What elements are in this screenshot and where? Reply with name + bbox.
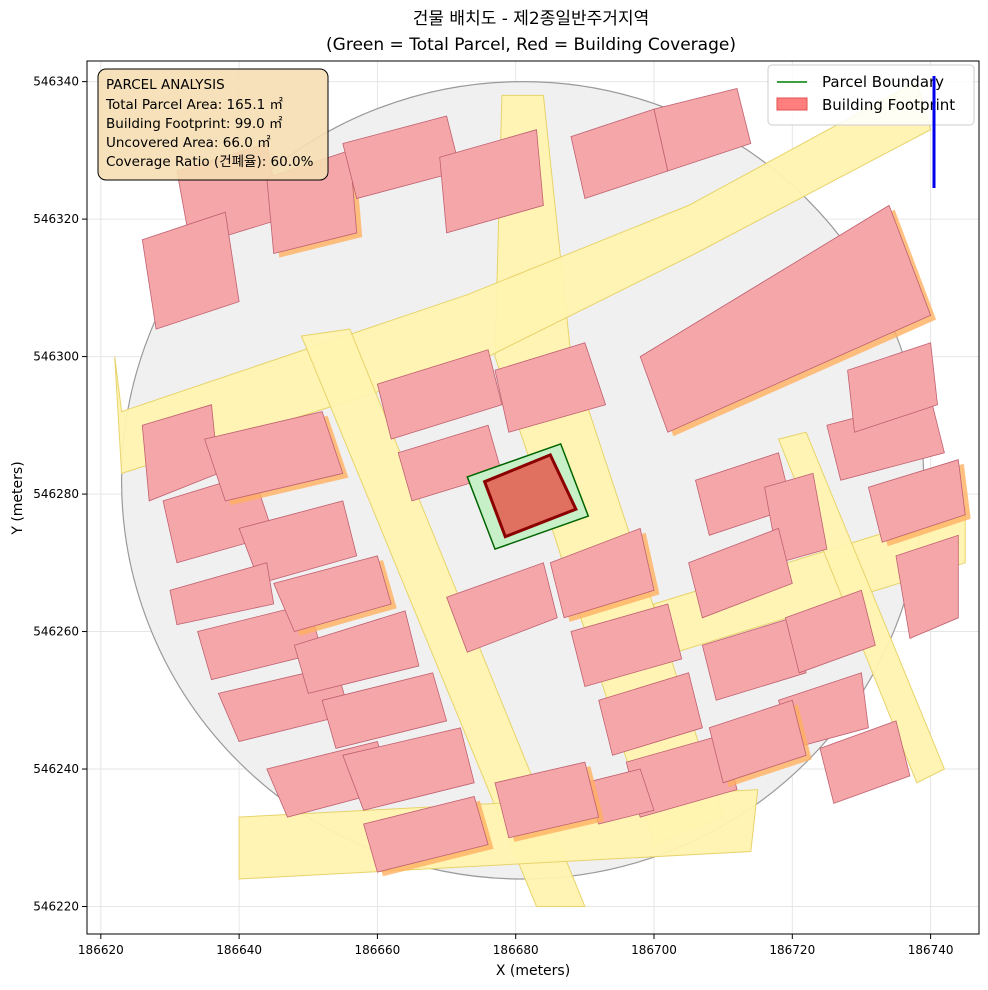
neighbor-building: [847, 342, 938, 433]
neighbor-building: [238, 500, 358, 584]
figure-title-line1: 건물 배치도 - 제2종일반주거지역: [413, 9, 649, 29]
legend: Parcel Boundary Building Footprint: [767, 64, 975, 126]
neighbor-building: [895, 534, 959, 639]
legend-footprint-label: Building Footprint: [822, 96, 955, 114]
parcel-analysis-box: PARCEL ANALYSIS Total Parcel Area: 165.1…: [97, 68, 329, 181]
neighbor-building: [867, 459, 966, 543]
x-tick-label: 186740: [908, 943, 954, 957]
x-tick-label: 186700: [631, 943, 677, 957]
neighbor-building: [204, 411, 344, 502]
neighbor-building: [819, 720, 911, 804]
analysis-heading: PARCEL ANALYSIS: [106, 77, 225, 93]
y-tick-label: 546220: [33, 900, 79, 914]
axes-frame: [86, 60, 980, 935]
x-tick-label: 186720: [769, 943, 815, 957]
neighbor-building: [376, 349, 503, 440]
legend-parcel-label: Parcel Boundary: [822, 73, 944, 91]
y-tick-label: 546260: [33, 625, 79, 639]
neighbor-building: [653, 88, 752, 172]
y-tick-label: 546240: [33, 762, 79, 776]
analysis-box-background: [97, 68, 329, 181]
y-tick-label: 546300: [33, 350, 79, 364]
neighbor-building: [141, 211, 240, 330]
neighbor-building: [570, 603, 683, 687]
y-tick-label: 546280: [33, 487, 79, 501]
neighbor-building: [784, 589, 876, 674]
neighbor-building: [701, 617, 807, 701]
legend-frame: [767, 64, 975, 126]
analysis-total-area: Total Parcel Area: 165.1 ㎡: [105, 97, 283, 113]
neighbor-building: [439, 129, 544, 234]
neighbor-building: [363, 796, 489, 873]
x-tick-label: 186620: [78, 943, 124, 957]
neighbor-building: [293, 610, 420, 694]
neighbor-building: [494, 342, 607, 433]
figure-title-line2: (Green = Total Parcel, Red = Building Co…: [326, 35, 736, 55]
target-building-footprint: [482, 452, 578, 539]
x-tick-label: 186680: [493, 943, 539, 957]
analysis-footprint: Building Footprint: 99.0 ㎡: [106, 116, 283, 132]
neighbor-building: [688, 527, 793, 619]
analysis-uncovered: Uncovered Area: 66.0 ㎡: [106, 135, 271, 151]
analysis-coverage-ratio: Coverage Ratio (건폐율): 60.0%: [106, 154, 314, 170]
x-axis-ticks: 186620 186640 186660 186680 186700 186720 1867…: [78, 934, 954, 957]
neighbor-building: [494, 761, 600, 839]
neighbor-building: [273, 555, 392, 632]
x-tick-label: 186660: [355, 943, 401, 957]
y-tick-label: 546320: [33, 212, 79, 226]
y-axis-ticks: 546220 546240 546260 546280 546300 546320 5463…: [33, 75, 87, 914]
legend-footprint-swatch: [776, 97, 808, 111]
y-axis-label: Y (meters): [10, 461, 26, 535]
neighbor-building: [598, 672, 703, 756]
neighbor-building: [708, 699, 807, 784]
neighbor-building: [639, 204, 932, 433]
neighbor-building: [169, 562, 275, 626]
y-tick-label: 546340: [33, 75, 79, 89]
road-segment: [300, 328, 586, 907]
x-axis-label: X (meters): [496, 963, 570, 979]
x-tick-label: 186640: [216, 943, 262, 957]
neighbor-building: [549, 527, 655, 619]
map-layer: [114, 80, 971, 907]
neighbor-building: [446, 562, 558, 653]
neighbor-building: [321, 672, 448, 749]
neighbor-building: [342, 727, 475, 811]
